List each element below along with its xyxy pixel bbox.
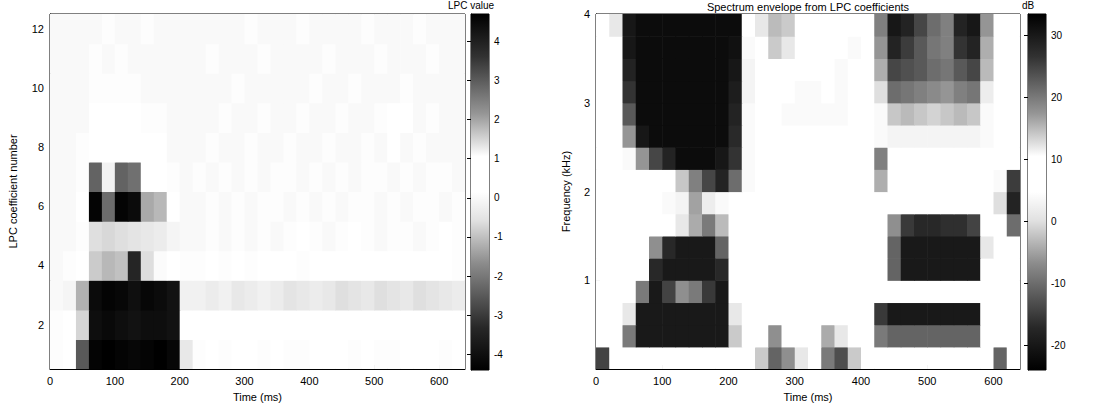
svg-text:Spectrum envelope from LPC coe: Spectrum envelope from LPC coefficients xyxy=(707,1,910,13)
svg-text:0: 0 xyxy=(1051,216,1057,227)
svg-text:-2: -2 xyxy=(494,271,503,282)
svg-text:10: 10 xyxy=(1051,154,1063,165)
svg-text:100: 100 xyxy=(653,375,671,387)
svg-text:4: 4 xyxy=(38,259,44,271)
svg-text:-1: -1 xyxy=(494,231,503,242)
svg-text:12: 12 xyxy=(32,23,44,35)
svg-text:30: 30 xyxy=(1051,30,1063,41)
svg-text:0: 0 xyxy=(494,192,500,203)
svg-text:2: 2 xyxy=(494,114,500,125)
svg-text:200: 200 xyxy=(719,375,737,387)
svg-text:8: 8 xyxy=(38,141,44,153)
svg-text:0: 0 xyxy=(47,375,53,387)
svg-text:LPC value: LPC value xyxy=(448,0,495,11)
svg-text:Frequency (kHz): Frequency (kHz) xyxy=(560,151,572,232)
svg-text:-3: -3 xyxy=(494,310,503,321)
svg-text:Time (ms): Time (ms) xyxy=(783,391,832,403)
svg-text:20: 20 xyxy=(1051,92,1063,103)
svg-text:500: 500 xyxy=(918,375,936,387)
svg-text:4: 4 xyxy=(494,36,500,47)
svg-text:-4: -4 xyxy=(494,349,503,360)
svg-text:Time (ms): Time (ms) xyxy=(233,391,282,403)
svg-text:0: 0 xyxy=(593,375,599,387)
svg-text:1: 1 xyxy=(494,153,500,164)
svg-text:400: 400 xyxy=(852,375,870,387)
svg-text:1: 1 xyxy=(584,274,590,286)
svg-text:3: 3 xyxy=(494,75,500,86)
svg-text:200: 200 xyxy=(171,375,189,387)
svg-text:LPC coefficient number: LPC coefficient number xyxy=(7,134,19,248)
svg-text:600: 600 xyxy=(984,375,1002,387)
svg-text:6: 6 xyxy=(38,200,44,212)
svg-text:100: 100 xyxy=(106,375,124,387)
svg-text:-20: -20 xyxy=(1051,340,1066,351)
svg-text:600: 600 xyxy=(430,375,448,387)
svg-text:500: 500 xyxy=(365,375,383,387)
svg-text:-10: -10 xyxy=(1051,278,1066,289)
svg-text:10: 10 xyxy=(32,82,44,94)
svg-text:2: 2 xyxy=(38,319,44,331)
svg-text:400: 400 xyxy=(300,375,318,387)
svg-text:300: 300 xyxy=(235,375,253,387)
svg-text:dB: dB xyxy=(1022,0,1035,11)
svg-text:3: 3 xyxy=(584,97,590,109)
svg-text:4: 4 xyxy=(584,8,590,20)
svg-text:2: 2 xyxy=(584,186,590,198)
svg-text:300: 300 xyxy=(786,375,804,387)
